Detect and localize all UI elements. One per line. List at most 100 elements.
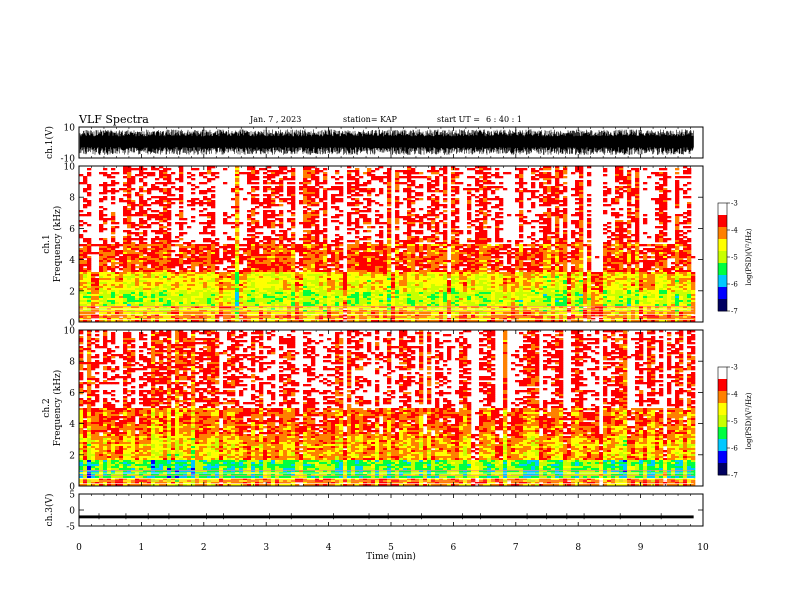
spectrogram-cell [483, 216, 488, 219]
spectrogram-cell [543, 238, 548, 241]
spectrogram-cell [431, 256, 436, 259]
spectrogram-cell [371, 200, 376, 203]
spectrogram-cell [299, 246, 304, 249]
spectrogram-cell [211, 206, 216, 209]
spectrogram-cell [251, 236, 256, 239]
spectrogram-cell [111, 222, 116, 225]
spectrogram-cell [203, 222, 208, 225]
spectrogram-cell [563, 236, 568, 239]
spectrogram-cell [467, 278, 472, 281]
spectrogram-cell [627, 270, 632, 273]
spectrogram-cell [167, 280, 172, 283]
spectrogram-cell [287, 266, 292, 269]
spectrogram-cell [403, 262, 408, 265]
spectrogram-cell [119, 264, 124, 267]
spectrogram-cell [579, 234, 584, 237]
spectrogram-cell [359, 188, 364, 191]
spectrogram-cell [171, 202, 176, 205]
spectrogram-cell [251, 212, 256, 215]
spectrogram-cell [203, 270, 208, 273]
spectrogram-cell [507, 274, 512, 277]
spectrogram-cell [419, 192, 424, 195]
spectrogram-cell [107, 272, 112, 275]
spectrogram-cell [87, 250, 92, 253]
spectrogram-cell [315, 176, 320, 179]
spectrogram-cell [179, 250, 184, 253]
spectrogram-cell [351, 204, 356, 207]
spectrogram-cell [435, 214, 440, 217]
spectrogram-cell [619, 222, 624, 225]
spectrogram-cell [99, 272, 104, 275]
spectrogram-cell [367, 180, 372, 183]
spectrogram-cell [407, 270, 412, 273]
spectrogram-cell [467, 270, 472, 273]
spectrogram-cell [559, 204, 564, 207]
spectrogram-cell [483, 232, 488, 235]
spectrogram-cell [215, 244, 220, 247]
spectrogram-cell [155, 200, 160, 203]
spectrogram-cell [507, 276, 512, 279]
spectrogram-cell [659, 266, 664, 269]
spectrogram-cell [679, 256, 684, 259]
spectrogram-cell [235, 254, 240, 257]
spectrogram-cell [155, 270, 160, 273]
spectrogram-cell [603, 264, 608, 267]
spectrogram-cell [491, 274, 496, 277]
spectrogram-cell [507, 270, 512, 273]
spectrogram-cell [399, 258, 404, 261]
spectrogram-cell [527, 274, 532, 277]
spectrogram-cell [327, 252, 332, 255]
spectrogram-cell [331, 194, 336, 197]
spectrogram-cell [123, 272, 128, 275]
spectrogram-cell [151, 266, 156, 269]
spectrogram-cell [635, 224, 640, 227]
spectrogram-cell [143, 250, 148, 253]
spectrogram-cell [639, 278, 644, 281]
spectrogram-cell [619, 238, 624, 241]
spectrogram-cell [235, 188, 240, 191]
spectrogram-cell [235, 264, 240, 267]
spectrogram-cell [587, 204, 592, 207]
spectrogram-cell [571, 172, 576, 175]
spectrogram-cell [307, 204, 312, 207]
spectrogram-cell [179, 234, 184, 237]
spectrogram-cell [527, 276, 532, 279]
spectrogram-cell [299, 188, 304, 191]
spectrogram-cell [443, 260, 448, 263]
spectrogram-cell [579, 248, 584, 251]
spectrogram-cell [535, 278, 540, 281]
spectrogram-cell [443, 206, 448, 209]
spectrogram-cell [391, 276, 396, 279]
spectrogram-cell [167, 274, 172, 277]
spectrogram-cell [223, 268, 228, 271]
spectrogram-cell [519, 264, 524, 267]
spectrogram-cell [363, 220, 368, 223]
spectrogram-cell [539, 246, 544, 249]
spectrogram-cell [371, 170, 376, 173]
spectrogram-cell [367, 230, 372, 233]
spectrogram-cell [267, 250, 272, 253]
spectrogram-cell [515, 214, 520, 217]
spectrogram-cell [123, 278, 128, 281]
spectrogram-cell [483, 166, 488, 169]
spectrogram-cell [355, 264, 360, 267]
spectrogram-cell [363, 258, 368, 261]
spectrogram-cell [435, 190, 440, 193]
spectrogram-cell [559, 170, 564, 173]
spectrogram-cell [431, 230, 436, 233]
spectrogram-cell [163, 226, 168, 229]
spectrogram-cell [363, 172, 368, 175]
spectrogram-cell [299, 262, 304, 265]
spectrogram-cell [607, 262, 612, 265]
spectrogram-cell [375, 276, 380, 279]
spectrogram-cell [127, 196, 132, 199]
spectrogram-cell [415, 172, 420, 175]
spectrogram-cell [87, 272, 92, 275]
spectrogram-cell [167, 180, 172, 183]
spectrogram-cell [659, 172, 664, 175]
spectrogram-cell [431, 202, 436, 205]
spectrogram-cell [395, 254, 400, 257]
spectrogram-cell [467, 168, 472, 171]
spectrogram-cell [403, 268, 408, 271]
spectrogram-cell [223, 272, 228, 275]
